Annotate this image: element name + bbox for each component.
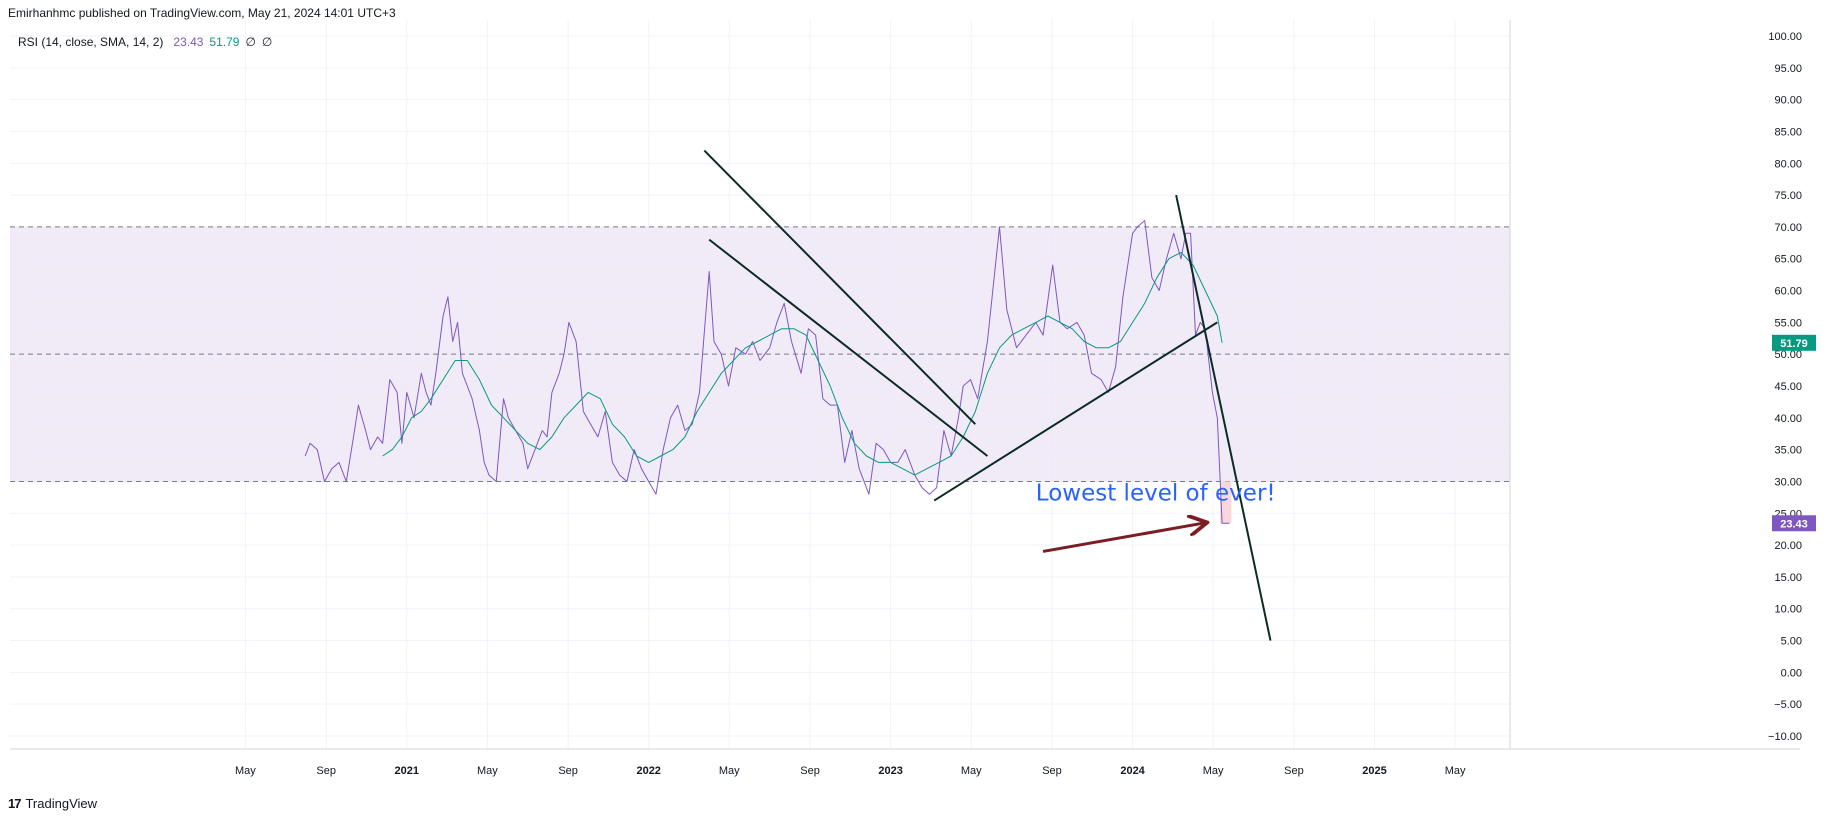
sma-value-badge-label: 51.79	[1780, 338, 1808, 350]
y-tick-label: 10.00	[1774, 604, 1802, 616]
x-tick-label: May	[477, 765, 498, 777]
y-tick-label: 0.00	[1781, 667, 1802, 679]
time-axis[interactable]: May Sep 2021 May Sep 2022 May Sep 2023 May Sep 2024…	[235, 765, 1466, 777]
drawings-layer[interactable]	[703, 149, 1272, 641]
trendline-3[interactable]	[933, 321, 1218, 502]
y-tick-label: 60.00	[1774, 286, 1802, 298]
x-tick-label: Sep	[1042, 765, 1062, 777]
oversold-fill	[1220, 481, 1232, 524]
band-value-2: ∅	[261, 35, 273, 49]
price-axis[interactable]: 100.00 95.00 90.00 85.00 80.00 75.00 70.00 65.0…	[1768, 31, 1802, 743]
y-tick-label: 55.00	[1774, 317, 1802, 329]
indicator-name[interactable]: RSI (14, close, SMA, 14, 2)	[18, 35, 164, 49]
x-tick-label: Sep	[316, 765, 336, 777]
annotation-arrow[interactable]	[1042, 523, 1205, 553]
rsi-value: 23.43	[173, 35, 204, 49]
sma-value-badge: 51.79	[1772, 334, 1816, 351]
tradingview-logo-icon: 17	[8, 796, 22, 811]
indicator-legend[interactable]: RSI (14, close, SMA, 14, 2) 23.43 51.79 ∅ ∅	[18, 35, 272, 49]
y-tick-label: −10.00	[1768, 731, 1802, 743]
y-tick-label: 70.00	[1774, 222, 1802, 234]
x-tick-label: May	[961, 765, 982, 777]
band-value-1: ∅	[245, 35, 256, 49]
rsi-value-badge-box	[1772, 515, 1816, 532]
trendline-4[interactable]	[1175, 194, 1272, 641]
rsi-line	[304, 220, 1230, 524]
band-lines	[10, 226, 1510, 482]
y-tick-label: 95.00	[1774, 63, 1802, 75]
rsi-sma-line	[382, 251, 1223, 476]
y-tick-label: 85.00	[1774, 126, 1802, 138]
x-tick-label: Sep	[800, 765, 820, 777]
y-tick-label: 50.00	[1774, 349, 1802, 361]
x-tick-label: May	[235, 765, 256, 777]
sma-value-badge-box	[1772, 334, 1816, 351]
y-tick-label: 35.00	[1774, 445, 1802, 457]
y-tick-label: 75.00	[1774, 190, 1802, 202]
rsi-value-badge-label: 23.43	[1780, 518, 1808, 530]
annotation-text[interactable]: Lowest level of ever!	[1036, 481, 1276, 507]
x-tick-label: Sep	[558, 765, 578, 777]
y-tick-label: 80.00	[1774, 158, 1802, 170]
x-tick-label: 2021	[395, 765, 419, 777]
y-tick-label: 30.00	[1774, 476, 1802, 488]
x-tick-label: May	[1445, 765, 1466, 777]
x-tick-label: 2023	[878, 765, 902, 777]
trendline-1[interactable]	[703, 149, 977, 425]
y-tick-label: 5.00	[1781, 636, 1802, 648]
x-tick-label: 2024	[1120, 765, 1145, 777]
x-tick-label: May	[719, 765, 740, 777]
y-tick-label: 40.00	[1774, 413, 1802, 425]
y-tick-label: 15.00	[1774, 572, 1802, 584]
series-layer	[304, 220, 1232, 524]
trendline-2[interactable]	[708, 238, 989, 457]
x-tick-label: May	[1203, 765, 1224, 777]
footer-brand[interactable]: 17 TradingView	[8, 796, 97, 811]
y-tick-label: 100.00	[1768, 31, 1802, 43]
y-tick-label: 20.00	[1774, 540, 1802, 552]
y-tick-label: 65.00	[1774, 254, 1802, 266]
footer-brand-label: TradingView	[25, 796, 98, 811]
x-tick-label: 2025	[1362, 765, 1386, 777]
y-tick-label: 45.00	[1774, 381, 1802, 393]
y-tick-label: 90.00	[1774, 95, 1802, 107]
value-badges: 51.79 23.43	[1772, 334, 1816, 532]
x-tick-label: Sep	[1284, 765, 1304, 777]
rsi-value-badge: 23.43	[1772, 515, 1816, 532]
publisher-header: Emirhanhmc published on TradingView.com,…	[8, 6, 396, 20]
x-tick-label: 2022	[636, 765, 660, 777]
sma-value: 51.79	[209, 35, 240, 49]
y-tick-label: −5.00	[1774, 699, 1802, 711]
